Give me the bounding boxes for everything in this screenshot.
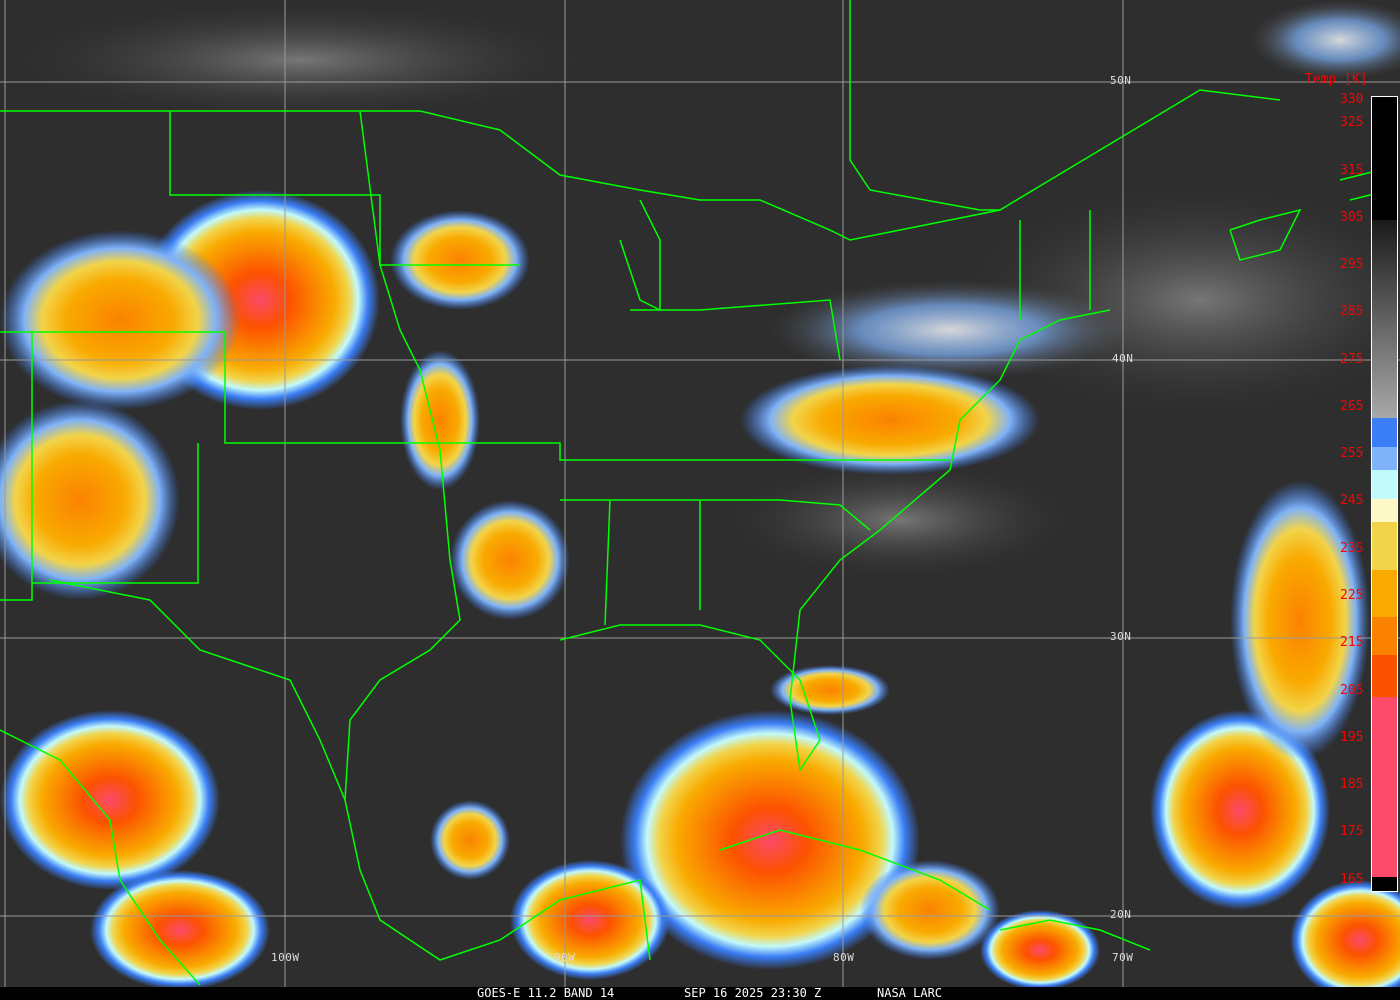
latitude-label-40n: 40N (1112, 352, 1134, 365)
longitude-label-100w: 100W (271, 951, 300, 964)
colorbar-segment (1372, 498, 1397, 523)
colorbar-segment (1372, 876, 1397, 891)
colorbar-segment (1372, 522, 1397, 570)
colorbar-tick-label: 165 (1340, 871, 1364, 887)
colorbar-segment (1372, 569, 1397, 617)
colorbar-tick-label: 205 (1340, 682, 1364, 698)
colorbar-segment (1372, 616, 1397, 655)
colorbar-tick-label: 265 (1340, 398, 1364, 414)
temperature-colorbar (1371, 96, 1398, 892)
colorbar-segment (1372, 654, 1397, 698)
colorbar-title: Temp [K] (1305, 72, 1368, 87)
colorbar-tick-label: 195 (1340, 729, 1364, 745)
colorbar-tick-label: 245 (1340, 493, 1364, 509)
colorbar-tick-label: 215 (1340, 635, 1364, 651)
caption-source: NASA LARC (877, 986, 943, 1000)
colorbar-segment (1372, 697, 1397, 877)
colorbar-tick-label: 185 (1340, 777, 1364, 793)
colorbar-segment (1372, 470, 1397, 499)
image-caption: GOES-E 11.2 BAND 14 SEP 16 2025 23:30 Z … (0, 987, 1400, 1000)
caption-product: GOES-E 11.2 BAND 14 (477, 986, 615, 1000)
latitude-label-50n: 50N (1110, 74, 1132, 87)
colorbar-segment (1372, 101, 1397, 220)
colorbar-tick-label: 175 (1340, 824, 1364, 840)
colorbar-segment (1372, 219, 1397, 419)
colorbar-tick-label: 330 (1340, 91, 1364, 107)
colorbar-tick-label: 305 (1340, 209, 1364, 225)
colorbar-tick-label: 285 (1340, 304, 1364, 320)
colorbar-tick-label: 325 (1340, 115, 1364, 131)
longitude-label-80w: 80W (833, 951, 855, 964)
colorbar-tick-label: 315 (1340, 162, 1364, 178)
latitude-label-30n: 30N (1110, 630, 1132, 643)
longitude-label-70w: 70W (1112, 951, 1134, 964)
caption-datetime: SEP 16 2025 23:30 Z (684, 986, 822, 1000)
colorbar-tick-label: 295 (1340, 257, 1364, 273)
colorbar-segment (1372, 418, 1397, 447)
longitude-label-90w: 90W (554, 951, 576, 964)
colorbar-tick-label: 275 (1340, 351, 1364, 367)
colorbar-tick-label: 225 (1340, 587, 1364, 603)
colorbar-segment (1372, 446, 1397, 471)
colorbar-tick-label: 235 (1340, 540, 1364, 556)
latitude-label-20n: 20N (1110, 908, 1132, 921)
colorbar-tick-label: 255 (1340, 446, 1364, 462)
